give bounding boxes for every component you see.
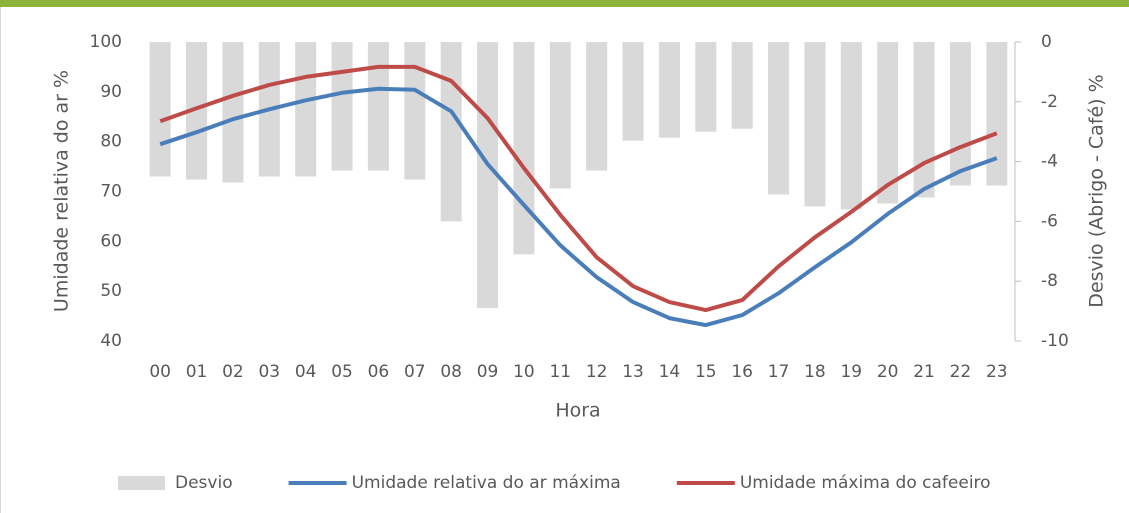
x-tick-label: 11 xyxy=(549,362,571,382)
legend-label: Umidade relativa do ar máxima xyxy=(352,473,621,493)
y-tick-label: 80 xyxy=(100,132,122,152)
bar xyxy=(622,42,644,141)
bar xyxy=(440,42,462,222)
y2-axis-title: Desvio (Abrigo - Café) % xyxy=(1086,74,1108,307)
x-tick-label: 16 xyxy=(731,362,753,382)
bar xyxy=(949,42,971,186)
x-tick-label: 01 xyxy=(186,362,208,382)
bar xyxy=(222,42,244,183)
y-tick-label: 90 xyxy=(100,82,122,102)
x-tick-label: 13 xyxy=(622,362,644,382)
y2-tick-label: -4 xyxy=(1041,152,1058,172)
bar xyxy=(731,42,753,129)
bar xyxy=(913,42,935,198)
x-tick-label: 22 xyxy=(950,362,972,382)
bar xyxy=(586,42,608,171)
legend-label: Umidade máxima do cafeeiro xyxy=(740,473,991,493)
x-axis-title: Hora xyxy=(555,400,600,422)
y-axis-title: Umidade relativa do ar % xyxy=(51,70,73,312)
bar xyxy=(804,42,826,207)
bar xyxy=(295,42,317,177)
x-tick-label: 02 xyxy=(222,362,244,382)
y-tick-label: 60 xyxy=(100,231,122,251)
bar xyxy=(367,42,389,171)
legend-label: Desvio xyxy=(175,473,233,493)
line xyxy=(159,86,998,328)
y-tick-label: 50 xyxy=(100,281,122,301)
bar xyxy=(331,42,353,171)
bar xyxy=(986,42,1008,186)
x-tick-label: 07 xyxy=(404,362,426,382)
bar xyxy=(549,42,571,189)
bar xyxy=(840,42,862,210)
bar xyxy=(149,42,171,177)
x-tick-label: 12 xyxy=(586,362,608,382)
x-tick-label: 19 xyxy=(840,362,862,382)
x-tick-label: 14 xyxy=(659,362,681,382)
x-tick-label: 17 xyxy=(768,362,790,382)
y2-tick-label: -2 xyxy=(1041,92,1058,112)
x-tick-label: 00 xyxy=(149,362,171,382)
bar xyxy=(513,42,535,255)
x-tick-label: 15 xyxy=(695,362,717,382)
x-tick-label: 08 xyxy=(440,362,462,382)
x-tick-label: 09 xyxy=(477,362,499,382)
x-tick-label: 23 xyxy=(986,362,1008,382)
y2-tick-label: -10 xyxy=(1041,331,1069,351)
x-tick-label: 04 xyxy=(295,362,317,382)
y2-tick-label: -6 xyxy=(1041,211,1058,231)
x-tick-label: 03 xyxy=(258,362,280,382)
y2-tick-label: 0 xyxy=(1041,32,1052,52)
bar xyxy=(404,42,426,180)
x-tick-label: 06 xyxy=(368,362,390,382)
x-tick-label: 05 xyxy=(331,362,353,382)
y2-tick-label: -8 xyxy=(1041,271,1058,291)
y-tick-label: 100 xyxy=(90,32,122,52)
x-tick-label: 20 xyxy=(877,362,899,382)
x-tick-label: 18 xyxy=(804,362,826,382)
bar xyxy=(695,42,717,132)
top-border xyxy=(0,0,1129,7)
bar xyxy=(768,42,790,195)
x-tick-label: 10 xyxy=(513,362,535,382)
line xyxy=(159,64,998,313)
bar xyxy=(877,42,899,204)
bar xyxy=(186,42,208,180)
bar xyxy=(477,42,499,309)
legend-swatch xyxy=(118,476,165,490)
y-tick-label: 40 xyxy=(100,331,122,351)
bar xyxy=(658,42,680,138)
y-tick-label: 70 xyxy=(100,182,122,202)
x-tick-label: 21 xyxy=(913,362,935,382)
